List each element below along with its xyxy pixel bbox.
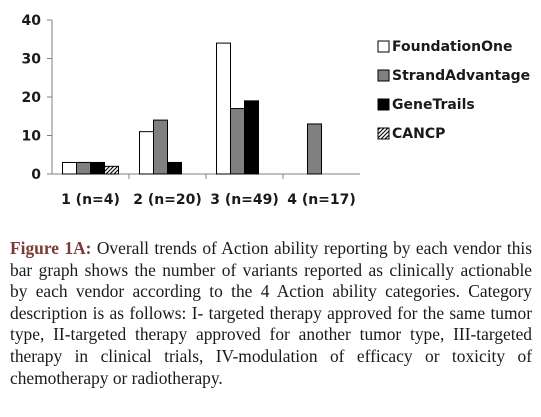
bar-strandadvantage-4 xyxy=(307,123,322,175)
x-category-label: 3 (n=49) xyxy=(210,192,279,208)
bar-strandadvantage-1 xyxy=(76,161,91,175)
chart-bars xyxy=(62,42,322,175)
bar-genetrails-1 xyxy=(90,161,105,175)
figure-caption-text: Overall trends of Action ability reporti… xyxy=(10,238,532,388)
chart-y-ticks: 0 10 20 30 40 xyxy=(22,13,52,183)
bar-cancp-1 xyxy=(104,165,119,175)
chart-legend: FoundationOne StrandAdvantage GeneTrails CA… xyxy=(377,39,530,142)
figure-caption: Figure 1A: Overall trends of Action abil… xyxy=(10,238,532,389)
legend-swatch-cancp xyxy=(377,127,390,140)
legend-label-strandadvantage: StrandAdvantage xyxy=(392,68,530,84)
bar-genetrails-2 xyxy=(167,161,182,175)
chart-categories: 1 (n=4) 2 (n=20) 3 (n=49) 4 (n=17) xyxy=(61,192,356,208)
x-category-label: 1 (n=4) xyxy=(61,192,120,208)
bar-foundationone-1 xyxy=(62,161,77,175)
y-tick-label: 30 xyxy=(22,52,42,68)
bar-strandadvantage-3 xyxy=(230,108,245,175)
bar-foundationone-2 xyxy=(139,131,154,175)
y-tick-label: 10 xyxy=(22,129,42,145)
y-tick-label: 0 xyxy=(31,167,41,183)
bar-chart: 0 10 20 30 40 1 (n=4) 2 (n=20) 3 (n=49) 4 (n=17… xyxy=(22,13,531,208)
bar-genetrails-3 xyxy=(244,100,259,175)
y-tick-label: 40 xyxy=(22,13,42,29)
legend-swatch-foundationone xyxy=(377,40,390,53)
legend-label-cancp: CANCP xyxy=(392,126,445,142)
bar-foundationone-3 xyxy=(216,42,231,175)
x-category-label: 2 (n=20) xyxy=(133,192,202,208)
legend-swatch-genetrails xyxy=(377,98,390,111)
bar-strandadvantage-2 xyxy=(153,119,168,175)
y-tick-label: 20 xyxy=(22,90,42,106)
legend-swatch-strandadvantage xyxy=(377,69,390,82)
legend-label-genetrails: GeneTrails xyxy=(392,97,475,113)
x-category-label: 4 (n=17) xyxy=(287,192,356,208)
figure-caption-label: Figure 1A: xyxy=(10,238,92,258)
legend-label-foundationone: FoundationOne xyxy=(392,39,512,55)
